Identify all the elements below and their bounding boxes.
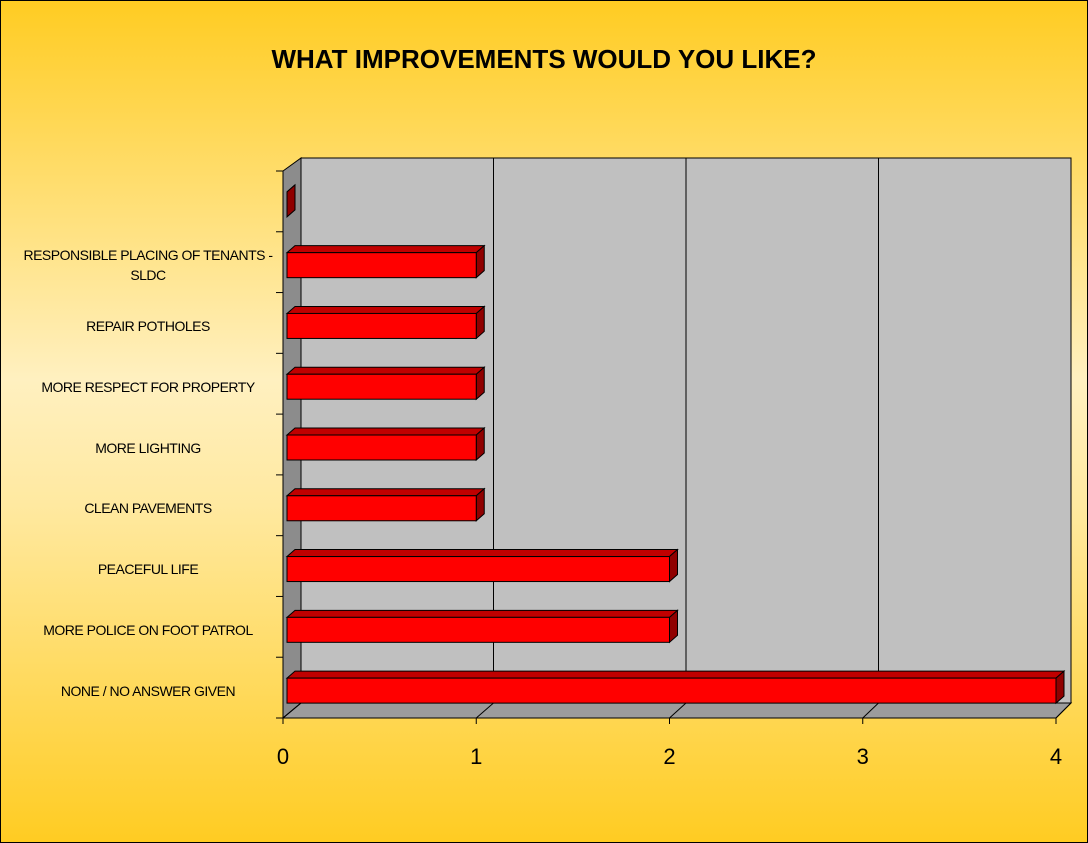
bar-top [285,427,486,436]
bar [286,373,477,400]
chart-title: WHAT IMPROVEMENTS WOULD YOU LIKE? [271,44,816,74]
x-tick-label: 4 [1050,744,1062,769]
x-tick-label: 3 [857,744,869,769]
bar [286,495,477,522]
bar [286,556,670,583]
bar [286,434,477,461]
grid-line-floor [862,702,879,719]
bar-top [285,305,486,314]
bar-top [285,366,486,375]
x-tick-label: 0 [277,744,289,769]
y-tick-label: PEACEFUL LIFE [97,561,199,578]
x-tick-label: 2 [663,744,675,769]
bar-side [286,183,296,218]
bar-top [285,609,679,618]
bar [286,677,1057,704]
y-tick-label: NONE / NO ANSWER GIVEN [60,682,236,699]
bar [286,616,670,643]
grid-line-floor [1055,702,1072,719]
floor [281,702,1073,719]
bar-top [285,245,486,254]
grid-line-floor [669,702,687,719]
y-tick-label: MORE LIGHTING [95,439,201,456]
y-tick-label: CLEAN PAVEMENTS [84,500,212,517]
bar-top [285,670,1066,679]
y-tick-label: RESPONSIBLE PLACING OF TENANTS - SLDC [23,247,273,284]
y-tick-label: MORE RESPECT FOR PROPERTY [41,378,255,395]
bar [286,252,477,279]
bar [286,312,477,339]
y-tick-label: MORE POLICE ON FOOT PATROL [43,621,253,638]
x-tick-label: 1 [470,744,482,769]
bar-top [285,488,486,497]
grid-line-floor [475,702,494,719]
y-tick-label: REPAIR POTHOLES [86,317,210,334]
grid-line-floor [282,702,302,719]
bar-top [285,549,679,558]
